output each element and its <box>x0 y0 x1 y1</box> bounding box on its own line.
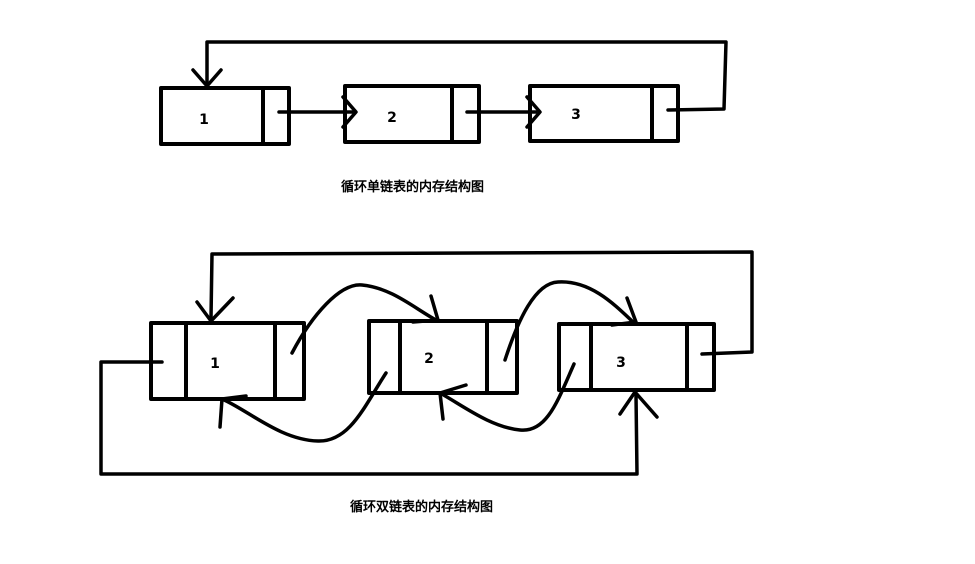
double-next-arrow-3-to-1 <box>195 250 754 356</box>
single-arrow-3-to-1 <box>191 40 728 112</box>
double-node-2-box <box>367 319 519 395</box>
single-list-caption: 循环单链表的内存结构图 <box>341 180 485 195</box>
double-node-3: 3 <box>557 322 716 392</box>
double-node-2: 2 <box>367 319 519 395</box>
single-node-2: 2 <box>343 84 481 144</box>
single-node-1: 1 <box>159 86 291 146</box>
single-node-3-label: 3 <box>571 107 581 123</box>
single-list: 1 2 3 <box>159 40 728 146</box>
double-node-3-label: 3 <box>616 355 626 371</box>
double-list: 1 2 3 <box>99 250 754 476</box>
double-list-caption: 循环双链表的内存结构图 <box>350 500 494 515</box>
double-prev-arrow-3-to-2 <box>438 362 576 432</box>
single-node-3-box <box>528 84 680 143</box>
double-next-arrow-1-to-2 <box>290 283 440 355</box>
single-node-2-box <box>343 84 481 144</box>
single-node-2-label: 2 <box>387 110 397 126</box>
single-arrow-2-to-3 <box>465 95 542 129</box>
double-next-arrow-2-to-3 <box>503 280 638 362</box>
double-node-2-label: 2 <box>424 351 434 367</box>
double-node-3-box <box>557 322 716 392</box>
single-arrow-1-to-2 <box>277 95 358 129</box>
double-node-1: 1 <box>149 321 306 401</box>
double-prev-arrow-1-to-3 <box>99 360 659 476</box>
single-node-1-box <box>159 86 291 146</box>
double-node-1-box <box>149 321 306 401</box>
single-node-1-label: 1 <box>199 112 209 128</box>
double-prev-arrow-2-to-1 <box>218 371 388 443</box>
single-node-3: 3 <box>528 84 680 143</box>
double-node-1-label: 1 <box>210 356 220 372</box>
